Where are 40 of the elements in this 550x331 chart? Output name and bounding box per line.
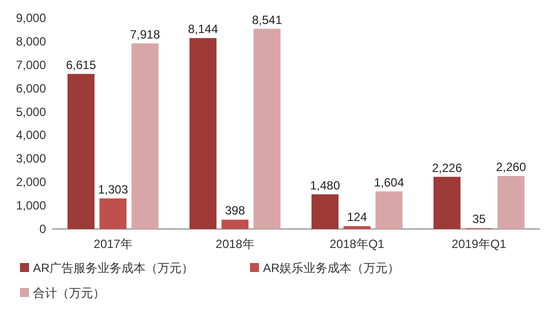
data-label: 124	[346, 210, 368, 224]
y-tick-label: 1,000	[16, 198, 46, 213]
y-tick-label: 0	[39, 222, 46, 236]
data-label: 2,260	[496, 160, 526, 174]
data-label: 6,615	[66, 58, 96, 72]
data-label: 8,144	[188, 22, 218, 36]
bar	[254, 28, 280, 229]
bar	[312, 194, 338, 229]
data-label: 1,480	[310, 178, 340, 192]
data-label: 35	[472, 212, 486, 226]
x-tick-label: 2018年	[216, 237, 254, 251]
legend-label: 合计（万元）	[33, 286, 105, 300]
bar	[498, 176, 524, 229]
y-tick-label: 8,000	[16, 34, 46, 48]
bar	[190, 38, 216, 229]
data-label: 7,918	[130, 27, 160, 42]
data-label: 398	[224, 204, 246, 218]
x-tick-label: 2017年	[94, 237, 132, 251]
bar	[68, 74, 94, 229]
y-tick-label: 9,000	[16, 11, 46, 25]
bar	[222, 220, 248, 229]
bar	[344, 226, 370, 229]
data-label: 2,226	[432, 160, 462, 175]
bar	[376, 191, 402, 229]
bar	[100, 198, 126, 229]
y-tick-label: 5,000	[16, 104, 46, 119]
bar	[434, 176, 460, 229]
y-tick-label: 2,000	[16, 175, 46, 190]
legend-label: AR广告服务业务成本（万元）	[33, 261, 194, 275]
x-tick-label: 2018年Q1	[330, 237, 385, 251]
bar	[132, 43, 158, 229]
data-label: 1,604	[374, 175, 404, 190]
y-tick-label: 6,000	[16, 81, 46, 96]
y-tick-label: 4,000	[16, 128, 46, 142]
y-tick-label: 3,000	[16, 152, 46, 166]
data-label: 1,303	[98, 182, 128, 196]
y-tick-label: 7,000	[16, 58, 46, 72]
x-tick-label: 2019年Q1	[452, 237, 507, 251]
legend-label: AR娱乐业务成本（万元）	[263, 261, 400, 275]
data-label: 8,541	[252, 12, 282, 27]
